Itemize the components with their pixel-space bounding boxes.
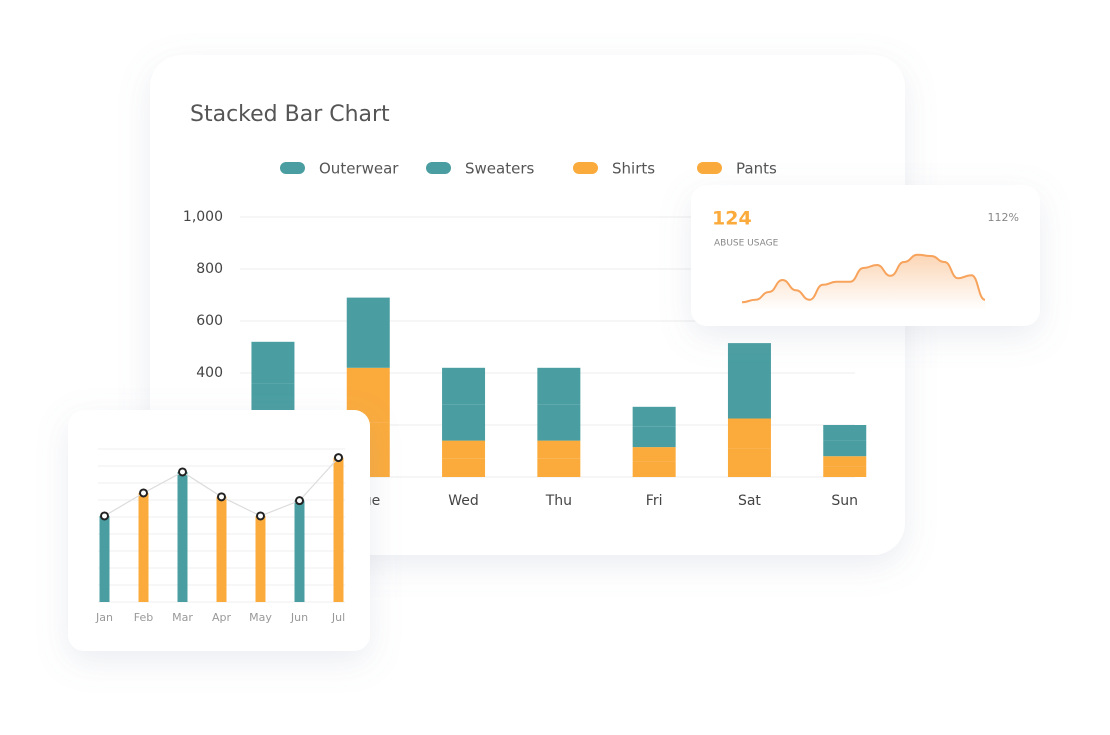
point-marker — [178, 467, 187, 477]
legend-label: Sweaters — [465, 160, 534, 178]
kpi-value: 124 — [712, 208, 752, 230]
bar-segment — [632, 426, 676, 448]
bar-segment — [823, 440, 867, 457]
bar-segment — [346, 334, 390, 368]
bar — [177, 471, 188, 602]
bar-segment — [727, 448, 771, 477]
bar-segment — [537, 367, 581, 405]
bar — [294, 500, 305, 602]
bar-segment — [537, 458, 581, 477]
legend-swatch — [697, 162, 722, 174]
point-marker — [217, 492, 226, 502]
x-tick-label: Sat — [738, 493, 761, 509]
y-tick-label: 600 — [196, 313, 223, 329]
point-marker — [334, 453, 343, 463]
legend-label: Pants — [736, 160, 777, 178]
bar-segment — [442, 440, 486, 459]
y-tick-label: 800 — [196, 261, 223, 277]
x-tick-label: Wed — [448, 493, 479, 509]
bar — [138, 492, 149, 602]
bar-segment — [727, 343, 771, 380]
legend-swatch — [280, 162, 305, 174]
y-tick-label: 400 — [196, 365, 223, 381]
legend-swatch — [573, 162, 598, 174]
bar-segment — [632, 447, 676, 462]
x-tick-label: Jan — [95, 611, 113, 624]
bar-segment — [251, 341, 295, 384]
bar-segment — [632, 461, 676, 477]
bar-segment — [537, 440, 581, 459]
bar-segment — [727, 418, 771, 449]
bar-segment — [727, 379, 771, 419]
bar — [99, 515, 110, 602]
x-tick-label: Apr — [212, 611, 232, 624]
usage-card: 124 ABUSE USAGE 112% — [691, 185, 1040, 326]
bar — [255, 515, 266, 602]
x-tick-label: Jun — [290, 611, 308, 624]
x-tick-label: Sun — [831, 493, 858, 509]
bar-segment — [442, 367, 486, 405]
point-marker — [139, 488, 148, 498]
x-tick-label: May — [249, 611, 272, 624]
bar — [216, 496, 227, 602]
point-marker — [100, 511, 109, 521]
legend-label: Shirts — [612, 160, 655, 178]
x-tick-label: Thu — [545, 493, 572, 509]
bar-segment — [537, 404, 581, 441]
legend-label: Outerwear — [319, 160, 399, 178]
legend-swatch — [426, 162, 451, 174]
bar-segment — [823, 466, 867, 477]
x-tick-label: Feb — [134, 611, 153, 624]
x-tick-label: Jul — [331, 611, 345, 624]
bar-segment — [823, 425, 867, 441]
bar-segment — [823, 456, 867, 467]
bar-segment — [346, 297, 390, 334]
chart-title: Stacked Bar Chart — [190, 102, 390, 127]
point-marker — [256, 511, 265, 521]
y-tick-label: 1,000 — [183, 209, 223, 225]
bar-segment — [632, 406, 676, 427]
point-marker — [295, 496, 304, 506]
bar-segment — [442, 458, 486, 477]
change-label: 112% — [988, 211, 1019, 224]
kpi-label: ABUSE USAGE — [714, 239, 779, 249]
monthly-bar-card: Jan Feb Mar Apr May Jun Jul — [68, 410, 370, 651]
bar — [333, 457, 344, 602]
line — [741, 253, 986, 304]
x-tick-label: Mar — [172, 611, 193, 624]
bar-segment — [442, 404, 486, 441]
x-tick-label: Fri — [646, 493, 663, 509]
